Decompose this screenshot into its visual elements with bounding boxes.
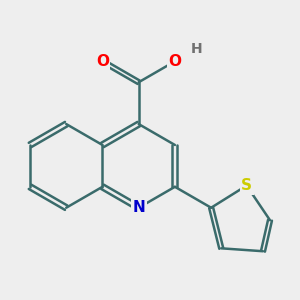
Text: S: S	[241, 178, 252, 193]
Text: O: O	[168, 54, 182, 69]
Text: N: N	[132, 200, 145, 215]
Text: H: H	[191, 42, 203, 56]
Text: O: O	[96, 54, 109, 69]
